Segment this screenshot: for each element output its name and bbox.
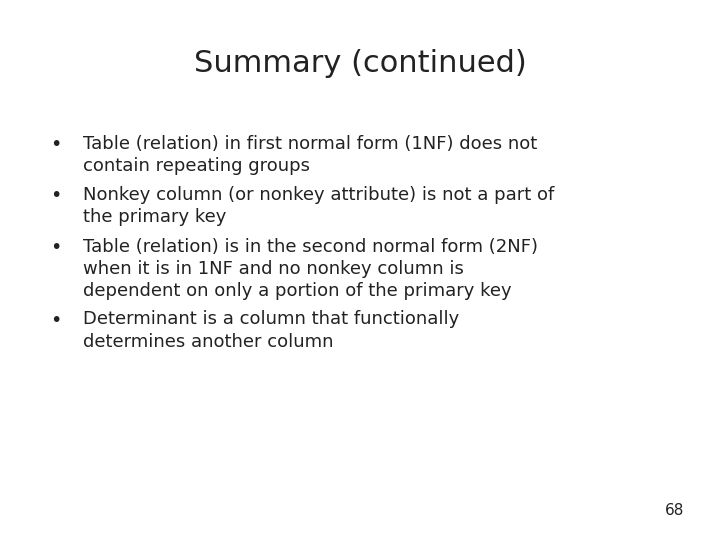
Text: Summary (continued): Summary (continued) [194, 49, 526, 78]
Text: •: • [50, 238, 62, 256]
Text: Table (relation) is in the second normal form (2NF)
when it is in 1NF and no non: Table (relation) is in the second normal… [83, 238, 538, 300]
Text: Determinant is a column that functionally
determines another column: Determinant is a column that functionall… [83, 310, 459, 350]
Text: 68: 68 [665, 503, 684, 518]
Text: •: • [50, 310, 62, 329]
Text: •: • [50, 135, 62, 154]
Text: •: • [50, 186, 62, 205]
Text: Table (relation) in first normal form (1NF) does not
contain repeating groups: Table (relation) in first normal form (1… [83, 135, 537, 175]
Text: Nonkey column (or nonkey attribute) is not a part of
the primary key: Nonkey column (or nonkey attribute) is n… [83, 186, 554, 226]
